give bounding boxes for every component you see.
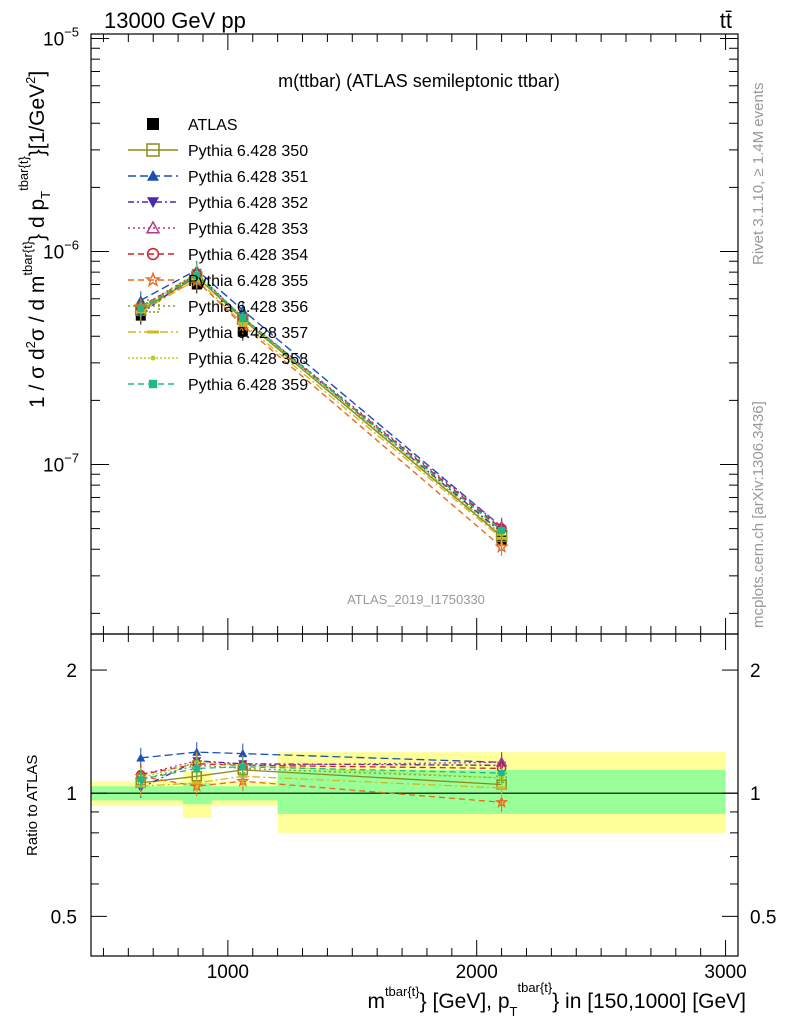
ratio-frame [90,633,739,957]
ratio-y-tick-label: 1 [66,784,77,805]
ratio-panel: 0.5 0.5 1 1 2 2 1000 2000 3000 [51,633,776,983]
ratio-line [140,766,502,781]
ratio-line [140,764,502,781]
watermark: ATLAS_2019_I1750330 [347,592,485,607]
ratio-y-tick-label-right: 2 [750,661,761,682]
data-point [137,304,145,312]
data-point [147,197,159,208]
y-tick-label: 10−6 [43,238,79,264]
legend-label: Pythia 6.428 354 [188,247,308,264]
series-line [140,278,503,539]
ratio-line [140,761,502,779]
data-point [148,379,158,389]
legend-entry: Pythia 6.428 359 [128,377,308,394]
ratio-y-tick-label-right: 1 [750,784,761,805]
data-point [150,355,156,361]
mcplots-label: mcplots.cern.ch [arXiv:1306.3436] [750,401,767,628]
legend-label: Pythia 6.428 357 [188,325,308,342]
x-tick-label: 2000 [456,962,498,983]
main-title: m(ttbar) (ATLAS semileptonic ttbar) [278,71,560,91]
series-line [140,274,503,532]
data-point [137,776,144,783]
data-point [147,118,159,130]
data-point [494,539,509,554]
header-process: tt̄ [720,8,732,33]
data-point [238,749,248,758]
series-line [140,272,503,535]
ratio-ylabel: Ratio to ATLAS [24,755,41,856]
data-point [145,220,161,234]
legend-entry: Pythia 6.428 352 [128,195,308,212]
legend: ATLAS Pythia 6.428 350 Pythia 6.428 351 Pyt… [128,117,308,394]
legend-entry: Pythia 6.428 350 [128,143,308,160]
data-point [136,753,146,762]
data-point [498,526,506,534]
ratio-line [140,775,502,803]
x-tick-label: 1000 [207,962,249,983]
legend-label: Pythia 6.428 355 [188,273,308,290]
ratio-y-tick-label: 2 [66,661,77,682]
legend-label: Pythia 6.428 351 [188,169,308,186]
data-point [147,170,159,181]
legend-label: Pythia 6.428 350 [188,143,308,160]
series-layer [133,260,509,556]
ratio-line [140,763,502,776]
legend-entry: Pythia 6.428 355 [128,271,308,290]
rivet-label: Rivet 3.1.10, ≥ 1.4M events [750,83,767,266]
series-line [140,279,503,548]
legend-label: Pythia 6.428 356 [188,299,308,316]
data-point [146,247,160,261]
ratio-series-layer [134,742,509,813]
legend-entry: Pythia 6.428 356 [128,299,308,316]
ratio-line [140,775,502,789]
series-line [140,269,503,528]
x-axis-label: mtbar{t}} [GeV], pTtbar{t}} in [150,1000… [367,980,746,1019]
legend-label: Pythia 6.428 353 [188,221,308,238]
legend-label: Pythia 6.428 358 [188,351,308,368]
legend-entry: Pythia 6.428 354 [128,247,308,264]
data-point [494,795,509,808]
ratio-line [140,769,502,786]
x-tick-label: 3000 [704,962,746,983]
legend-label: ATLAS [188,117,238,134]
data-point [239,763,246,770]
data-point [239,313,247,321]
main-panel: 10−5 10−6 10−7 ATLAS Pythia 6.428 350 Pythia … [43,25,739,635]
legend-entry: Pythia 6.428 353 [128,220,308,238]
data-point [146,143,160,157]
data-point [146,299,160,313]
data-point [498,769,505,777]
legend-label: Pythia 6.428 352 [188,195,308,212]
legend-label: Pythia 6.428 359 [188,377,308,394]
legend-entry: Pythia 6.428 357 [128,325,308,342]
ratio-line [140,760,502,776]
ratio-y-tick-label: 0.5 [51,907,77,928]
ratio-y-tick-label-right: 0.5 [750,907,776,928]
data-point [144,271,162,287]
ratio-line [140,760,502,789]
main-ylabel: 1 / σ d2σ / d mtbar{t}} d pTtbar{t}}[1/G… [16,71,53,408]
legend-entry: Pythia 6.428 358 [128,351,308,368]
data-point [193,765,200,772]
ratio-line [140,751,502,763]
y-tick-label: 10−5 [43,25,79,51]
y-tick-label: 10−7 [43,450,79,476]
legend-entry: ATLAS [147,117,238,134]
data-point [193,272,201,280]
legend-entry: Pythia 6.428 351 [128,169,308,186]
header-energy: 13000 GeV pp [104,8,246,33]
